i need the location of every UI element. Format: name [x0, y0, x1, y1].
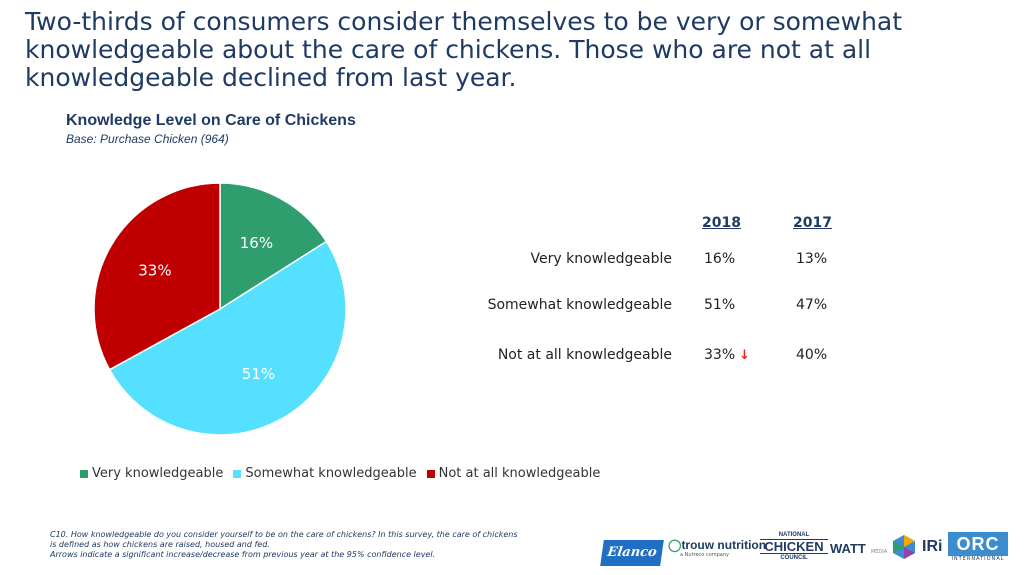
value-2018-text: 33% — [704, 347, 736, 363]
footnote-line: Arrows indicate a significant increase/d… — [50, 550, 436, 559]
legend-swatch — [426, 469, 435, 478]
legend-swatch — [80, 469, 88, 478]
page-title: Two-thirds of consumers consider themsel… — [25, 7, 903, 92]
iri-logo: IRi — [922, 538, 943, 555]
column-header-2018: 2018 — [702, 215, 741, 231]
footnote-line: is defined as how chickens are raised, h… — [50, 540, 270, 549]
watt-logo: WATT MEDIA — [830, 541, 888, 556]
legend-label: Not at all knowledgeable — [438, 466, 601, 481]
legend-swatch — [233, 469, 242, 478]
data-label: 16% — [240, 234, 273, 252]
slice-somewhat-knowledgeable — [108, 240, 347, 436]
pie-chart: 16% 51% 33% — [93, 182, 347, 436]
data-label: 33% — [138, 262, 171, 280]
slice-very-knowledgeable — [219, 182, 328, 311]
footnote-line: C10. How knowledgeable do you consider y… — [50, 530, 518, 539]
value-2017: 13% — [796, 251, 828, 267]
sponsor-logos: Elanco ◯trouw nutrition a Nutreco compan… — [600, 528, 1012, 572]
legend-label: Very knowledgeable — [92, 466, 224, 481]
trouw-ring-icon: ◯ — [668, 538, 682, 552]
value-2017: 40% — [796, 347, 828, 363]
table-row: Not at all knowledgeable 33% ↓ 40% — [470, 347, 870, 367]
value-2018: 16% — [704, 251, 736, 267]
row-label: Not at all knowledgeable — [497, 347, 672, 363]
legend-item-very: Very knowledgeable — [80, 466, 223, 481]
data-label: 51% — [242, 365, 275, 383]
row-label: Somewhat knowledgeable — [487, 297, 672, 313]
trouw-logo: ◯trouw nutrition a Nutreco company — [668, 538, 767, 558]
table-row: Somewhat knowledgeable 51% 47% — [470, 297, 870, 317]
value-2018: 51% — [704, 297, 736, 313]
row-label: Very knowledgeable — [530, 251, 672, 267]
orc-logo: ORC INTERNATIONAL — [948, 532, 1008, 568]
elanco-logo: Elanco — [600, 540, 664, 566]
table-row: Very knowledgeable 16% 13% — [470, 251, 870, 271]
chart-legend: Very knowledgeable Somewhat knowledgeabl… — [80, 466, 600, 481]
value-2017: 47% — [796, 297, 828, 313]
footnote: C10. How knowledgeable do you consider y… — [50, 530, 518, 560]
legend-item-not-at-all: Not at all knowledgeable — [426, 466, 601, 481]
legend-label: Somewhat knowledgeable — [245, 466, 417, 481]
slice-not-at-all-knowledgeable — [93, 182, 221, 371]
column-header-2017: 2017 — [793, 215, 832, 231]
value-2018: 33% ↓ — [704, 347, 750, 363]
chart-subtitle: Base: Purchase Chicken (964) — [66, 132, 229, 146]
chicken-council-logo: NATIONAL CHICKEN COUNCIL — [760, 532, 828, 568]
legend-item-somewhat: Somewhat knowledgeable — [233, 466, 417, 481]
down-arrow-icon: ↓ — [739, 348, 751, 363]
chart-title: Knowledge Level on Care of Chickens — [66, 112, 356, 129]
hexagon-logo-icon — [892, 534, 916, 560]
